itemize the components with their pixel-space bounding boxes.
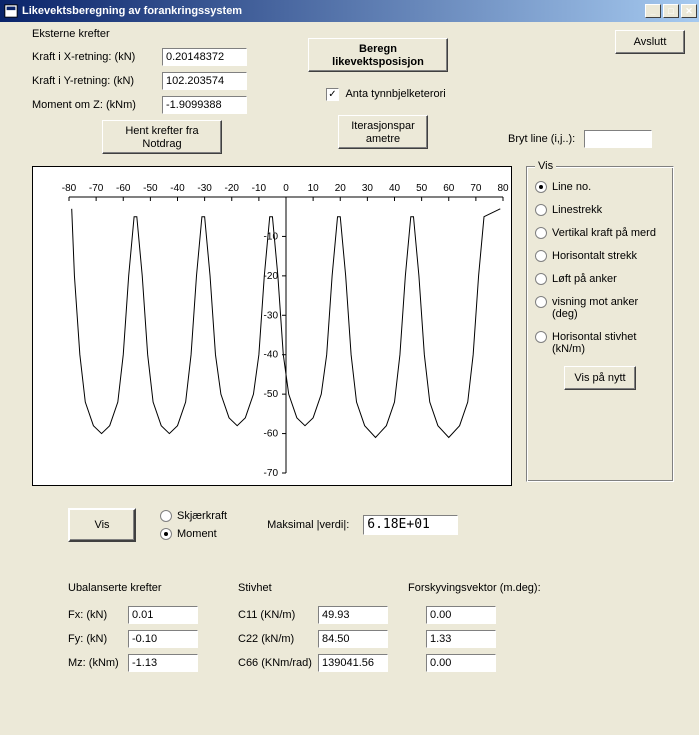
svg-text:80: 80	[497, 183, 509, 194]
titlebar: Likevektsberegning av forankringssystem …	[0, 0, 699, 22]
vis-option-3: Horisontalt strekk	[552, 250, 637, 262]
svg-text:-40: -40	[170, 183, 185, 194]
svg-text:0: 0	[283, 183, 289, 194]
moment-radio[interactable]	[160, 528, 172, 540]
maksimal-label: Maksimal |verdi|:	[267, 519, 349, 531]
avslutt-button[interactable]: Avslutt	[615, 30, 685, 54]
svg-text:-50: -50	[143, 183, 158, 194]
svg-text:-50: -50	[264, 389, 279, 400]
disp-3[interactable]	[426, 654, 496, 672]
fy-value[interactable]	[128, 630, 198, 648]
vis-radio-2[interactable]	[535, 227, 547, 239]
vis-group-title: Vis	[535, 160, 556, 172]
hent-krefter-button[interactable]: Hent krefter fra Notdrag	[102, 120, 222, 154]
svg-text:30: 30	[362, 183, 374, 194]
svg-text:-20: -20	[264, 271, 279, 282]
skjarkraft-radio[interactable]	[160, 510, 172, 522]
svg-text:60: 60	[443, 183, 455, 194]
fx-value[interactable]	[128, 606, 198, 624]
vis-option-1: Linestrekk	[552, 204, 602, 216]
c22-value[interactable]	[318, 630, 388, 648]
kraft-y-label: Kraft i Y-retning: (kN)	[32, 75, 162, 87]
maksimal-value: 6.18E+01	[363, 515, 458, 535]
bryt-line-input[interactable]	[584, 130, 652, 148]
svg-text:-60: -60	[116, 183, 131, 194]
svg-text:50: 50	[416, 183, 428, 194]
anta-checkbox-label: Anta tynnbjelketerori	[345, 88, 445, 100]
kraft-y-input[interactable]	[162, 72, 247, 90]
maximize-button[interactable]: □	[663, 4, 679, 18]
skjarkraft-label: Skjærkraft	[177, 510, 227, 522]
disp-1[interactable]	[426, 606, 496, 624]
app-icon	[4, 4, 18, 18]
svg-text:-80: -80	[62, 183, 77, 194]
svg-text:-70: -70	[264, 468, 279, 479]
fx-label: Fx: (kN)	[68, 609, 128, 621]
moment-z-input[interactable]	[162, 96, 247, 114]
stivhet-label: Stivhet	[238, 582, 408, 594]
chart: -80 -70 -60 -50 -40 -30 -20 -10 0 10 20 30 40 50 60 70 8…	[32, 166, 512, 486]
svg-text:-10: -10	[252, 183, 267, 194]
vis-option-0: Line no.	[552, 181, 591, 193]
svg-text:10: 10	[308, 183, 320, 194]
svg-text:-70: -70	[89, 183, 104, 194]
anta-checkbox[interactable]: ✓	[326, 88, 339, 101]
c22-label: C22 (kN/m)	[238, 633, 318, 645]
vis-option-4: Løft på anker	[552, 273, 617, 285]
vis-paa-nytt-button[interactable]: Vis på nytt	[564, 366, 636, 390]
forskyving-label: Forskyvingsvektor (m.deg):	[408, 582, 541, 594]
c11-label: C11 (KN/m)	[238, 609, 318, 621]
window-title: Likevektsberegning av forankringssystem	[22, 5, 643, 17]
svg-text:-60: -60	[264, 429, 279, 440]
svg-text:-30: -30	[197, 183, 212, 194]
svg-text:40: 40	[389, 183, 401, 194]
vis-option-2: Vertikal kraft på merd	[552, 227, 656, 239]
vis-radio-0[interactable]	[535, 181, 547, 193]
svg-text:20: 20	[335, 183, 347, 194]
mz-label: Mz: (kNm)	[68, 657, 128, 669]
svg-text:-40: -40	[264, 350, 279, 361]
beregn-button[interactable]: Beregn likevektsposisjon	[308, 38, 448, 72]
minimize-button[interactable]: _	[645, 4, 661, 18]
vis-button[interactable]: Vis	[68, 508, 136, 542]
c66-value[interactable]	[318, 654, 388, 672]
vis-option-5: visning mot anker (deg)	[552, 296, 662, 320]
moment-z-label: Moment om Z: (kNm)	[32, 99, 162, 111]
vis-radio-4[interactable]	[535, 273, 547, 285]
iterasjon-button[interactable]: Iterasjonspar ametre	[338, 115, 428, 149]
close-button[interactable]: ✕	[681, 4, 697, 18]
kraft-x-input[interactable]	[162, 48, 247, 66]
disp-2[interactable]	[426, 630, 496, 648]
c66-label: C66 (KNm/rad)	[238, 657, 318, 669]
bryt-line-label: Bryt line (i,j..):	[508, 133, 575, 145]
fy-label: Fy: (kN)	[68, 633, 128, 645]
svg-text:-20: -20	[225, 183, 240, 194]
c11-value[interactable]	[318, 606, 388, 624]
moment-label: Moment	[177, 528, 217, 540]
svg-text:-10: -10	[264, 231, 279, 242]
vis-option-6: Horisontal stivhet (kN/m)	[552, 331, 662, 355]
external-forces-label: Eksterne krefter	[32, 28, 308, 40]
vis-groupbox: Vis Line no.LinestrekkVertikal kraft på …	[526, 166, 674, 482]
kraft-x-label: Kraft i X-retning: (kN)	[32, 51, 162, 63]
ubalanserte-label: Ubalanserte krefter	[68, 582, 238, 594]
mz-value[interactable]	[128, 654, 198, 672]
svg-text:-30: -30	[264, 310, 279, 321]
vis-radio-3[interactable]	[535, 250, 547, 262]
vis-radio-1[interactable]	[535, 204, 547, 216]
vis-radio-5[interactable]	[535, 296, 547, 308]
svg-text:70: 70	[470, 183, 482, 194]
vis-radio-6[interactable]	[535, 331, 547, 343]
